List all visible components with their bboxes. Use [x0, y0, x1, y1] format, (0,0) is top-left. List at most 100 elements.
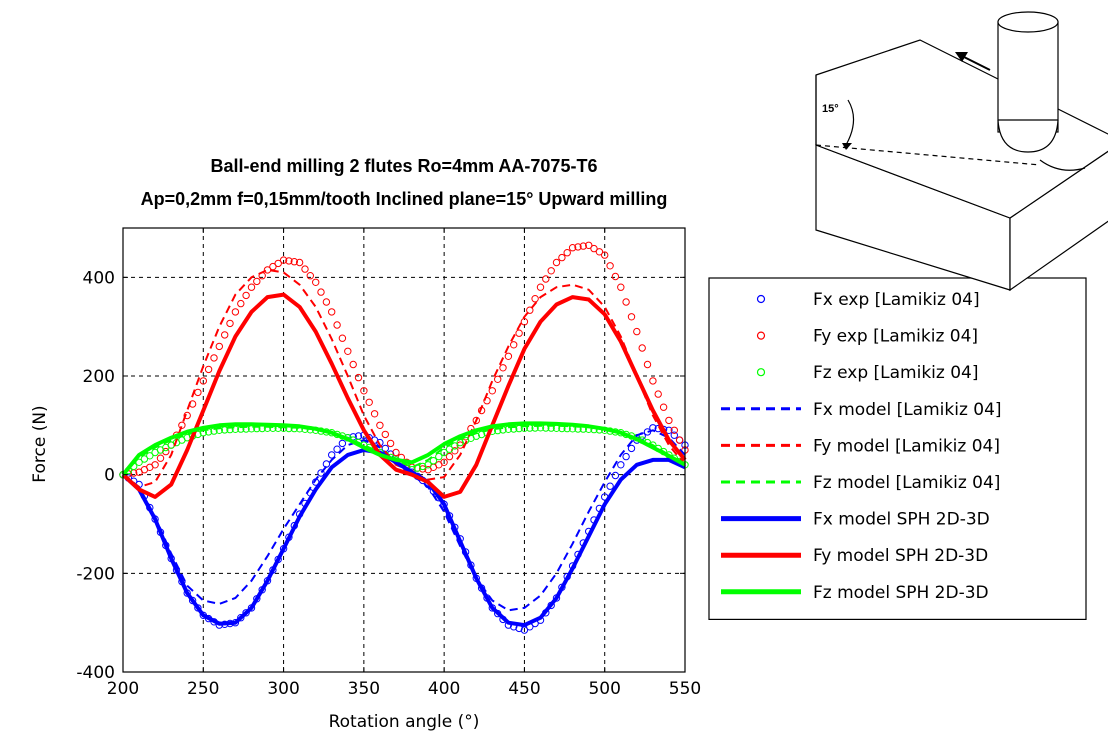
data-point [606, 262, 614, 270]
data-point [627, 444, 636, 453]
data-point [338, 439, 347, 448]
angle-arrow-head [842, 143, 852, 150]
data-point [317, 469, 325, 477]
data-point [542, 275, 550, 283]
data-point [526, 306, 534, 314]
data-point [568, 244, 577, 252]
data-point [140, 455, 149, 463]
data-point [654, 390, 662, 398]
data-point [242, 609, 250, 617]
cutter-top [997, 11, 1059, 33]
data-point [429, 457, 438, 465]
data-point [183, 411, 191, 420]
data-point [263, 266, 272, 274]
data-point [445, 445, 454, 453]
data-point [547, 267, 555, 275]
data-point [370, 410, 379, 418]
data-point [601, 251, 609, 259]
data-point [558, 253, 566, 262]
data-point [649, 377, 657, 385]
legend-box [708, 277, 1087, 620]
data-point [622, 298, 630, 306]
legend-item: Fy exp [Lamikiz 04] [756, 327, 978, 347]
data-point [451, 447, 459, 455]
legend-item: Fy model [Lamikiz 04] [721, 436, 1000, 456]
data-point [633, 327, 641, 336]
angle-label: 15° [822, 103, 839, 115]
data-point [333, 321, 341, 329]
data-point [301, 265, 309, 273]
legend-item: Fz model [Lamikiz 04] [721, 473, 1000, 493]
data-point [162, 447, 170, 456]
data-point [435, 452, 443, 461]
legend-item: Fx model SPH 2D-3D [721, 510, 990, 530]
data-point [659, 403, 668, 411]
y-axis-label: Force (N) [30, 405, 50, 482]
x-tick-label: 350 [348, 679, 380, 699]
data-point [204, 365, 213, 374]
data-point [419, 462, 427, 471]
data-point [290, 258, 298, 266]
chart-title-line-1: Ball-end milling 2 flutes Ro=4mm AA-7075… [211, 156, 598, 176]
series-line [121, 421, 686, 476]
data-point [178, 421, 186, 429]
legend-marker [756, 331, 766, 340]
data-point [627, 313, 636, 321]
data-point [595, 248, 604, 256]
x-tick-label: 500 [588, 679, 620, 699]
data-point [622, 452, 630, 461]
legend-item: Fx exp [Lamikiz 04] [756, 290, 980, 310]
axes [122, 227, 686, 673]
data-point [237, 299, 245, 308]
data-point [151, 461, 159, 469]
data-point [344, 347, 352, 355]
data-point [279, 256, 288, 264]
legend-label: Fy model [Lamikiz 04] [813, 436, 1000, 456]
data-point [563, 249, 571, 257]
x-tick-label: 200 [107, 679, 139, 699]
x-tick-label: 450 [508, 679, 540, 699]
data-point [210, 354, 218, 362]
data-point [574, 243, 582, 251]
data-point [328, 451, 336, 459]
dashed-reference [815, 144, 1041, 166]
data-point [376, 421, 384, 429]
y-tick-label: -400 [76, 663, 115, 683]
data-point [338, 334, 347, 342]
data-point [611, 471, 620, 480]
workpiece-sketch: 15° [815, 11, 1108, 292]
legend-label: Fx exp [Lamikiz 04] [813, 290, 980, 310]
series-layer [119, 241, 689, 634]
data-point [617, 461, 625, 469]
legend-marker [756, 294, 766, 304]
legend-label: Fx model SPH 2D-3D [813, 510, 990, 530]
data-point [247, 283, 256, 291]
data-point [451, 442, 459, 450]
data-point [392, 448, 400, 457]
data-point [456, 441, 464, 449]
data-point [606, 482, 614, 490]
x-tick-label: 250 [187, 679, 219, 699]
data-point [440, 458, 448, 466]
data-point [419, 465, 427, 473]
plot-background [123, 228, 685, 672]
data-point [306, 272, 314, 280]
plot-area [123, 228, 685, 672]
data-point [552, 258, 561, 267]
data-point [242, 291, 250, 300]
cutter-body [997, 21, 1059, 133]
y-tick-label: 400 [83, 268, 115, 288]
data-point [445, 452, 454, 461]
chart-title-line-2: Ap=0,2mm f=0,15mm/tooth Inclined plane=1… [141, 189, 668, 209]
legend-label: Fy model SPH 2D-3D [813, 546, 988, 566]
data-point [585, 241, 593, 250]
data-point [531, 295, 539, 303]
data-point [499, 364, 507, 372]
series-line [121, 292, 687, 499]
series-line [121, 448, 686, 628]
data-point [322, 298, 331, 306]
data-point [146, 452, 154, 460]
data-point [638, 344, 646, 352]
y-tick-label: 200 [83, 367, 115, 387]
